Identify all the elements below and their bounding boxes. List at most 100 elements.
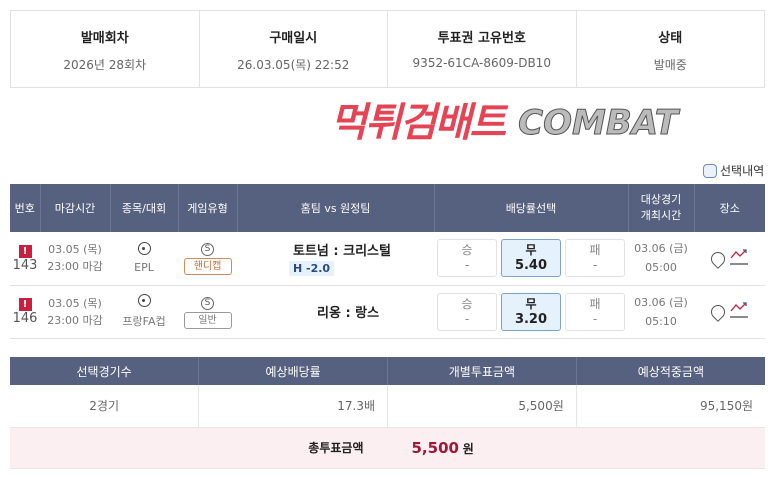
value: 26.03.05(목) 22:52: [237, 58, 350, 72]
odds-button-draw[interactable]: 무 5.40: [501, 239, 561, 278]
location-pin-icon[interactable]: [707, 248, 728, 269]
odds-value: 5.40: [514, 258, 548, 274]
league-name: EPL: [134, 261, 154, 275]
odds-value: 3.20: [514, 311, 548, 327]
col-header: 개별투표금액: [387, 357, 577, 385]
odds-value: -: [464, 311, 470, 326]
number: 146: [12, 311, 38, 326]
total-label: 총투표금액: [10, 427, 388, 469]
team-names: 토트넘 : 크리스털: [293, 244, 391, 260]
checkbox-icon[interactable]: [703, 163, 717, 178]
odds-button-lose[interactable]: 패-: [565, 292, 625, 331]
individual-amount: 5,500원: [387, 385, 577, 428]
special-icon: S: [201, 243, 214, 257]
selected-count: 2경기: [10, 385, 200, 428]
watermark-logo: 먹튀검배트 COMBAT: [330, 96, 678, 150]
odds-label: 무: [525, 243, 537, 258]
odds-value: -: [592, 258, 598, 273]
odds-select: 승 - 무 5.40 패 -: [434, 232, 628, 286]
alert-icon: !: [18, 298, 32, 311]
odds-label: 패: [589, 243, 601, 258]
total-amount: 5,500 원: [387, 427, 765, 469]
game-row: ! 146 03.05 (목) 23:00 마감 프랑FA컵 S 일반 리옹 : 랑스…: [10, 285, 765, 339]
alert-icon: !: [18, 244, 32, 258]
selection-checkbox[interactable]: 선택내역: [703, 162, 764, 179]
info-round: 발매회차 2026년 28회차: [11, 11, 200, 87]
close: 23:00 마감: [47, 260, 103, 274]
date: 03.05 (목): [48, 243, 102, 257]
time: 05:10: [645, 314, 677, 328]
info-ticket-id: 투표권 고유번호 9352-61CA-8609-DB10: [388, 11, 577, 87]
game-type-badge: 일반: [183, 311, 232, 329]
odds-label: 승: [461, 296, 473, 311]
game-number: ! 143: [10, 232, 40, 286]
total-value: 5,500: [411, 438, 459, 457]
col-header: 번호: [10, 184, 41, 232]
odds-select: 승 - 무 3.20 패 -: [434, 285, 628, 339]
ticket-info: 발매회차 2026년 28회차 구매일시 26.03.05(목) 22:52 투표권…: [10, 10, 765, 88]
location-pin-icon[interactable]: [707, 302, 728, 322]
teams: 토트넘 : 크리스털 H -2.0: [237, 232, 434, 286]
value: 9352-61CA-8609-DB10: [412, 56, 551, 70]
label: 투표권 고유번호: [437, 31, 526, 46]
watermark-english: COMBAT: [518, 103, 679, 144]
watermark-korean: 먹튀검배트: [330, 100, 506, 146]
soccer-ball-icon: [137, 294, 151, 307]
col-header: 장소: [694, 184, 765, 232]
info-purchase-date: 구매일시 26.03.05(목) 22:52: [200, 11, 388, 87]
close: 23:00 마감: [47, 313, 103, 327]
col-header: 종목/대회: [110, 184, 179, 232]
games-table: 번호 마감시간 종목/대회 게임유형 홈팀 vs 원정팀 배당률선택 대상경기 …: [10, 184, 765, 339]
odds-label: 패: [589, 296, 601, 311]
date: 03.06 (금): [634, 242, 688, 256]
game-row: ! 143 03.05 (목) 23:00 마감 EPL S 핸디캡 토트넘 : 크리…: [10, 232, 765, 286]
stats-chart-icon[interactable]: [729, 301, 749, 319]
match-time: 03.06 (금) 05:00: [628, 232, 694, 286]
odds-button-win[interactable]: 승-: [437, 239, 497, 278]
handicap-badge: H -2.0: [289, 261, 335, 277]
game-number: ! 146: [10, 285, 40, 339]
venue: [694, 285, 765, 339]
value: 발매중: [653, 58, 687, 72]
col-header: 게임유형: [178, 184, 238, 232]
game-type: S 핸디캡: [178, 232, 237, 286]
value: 2026년 28회차: [63, 58, 147, 72]
number: 143: [12, 257, 38, 273]
col-header: 마감시간: [40, 184, 111, 232]
special-icon: S: [201, 296, 214, 310]
odds-value: -: [592, 311, 598, 326]
league-name: 프랑FA컵: [122, 315, 166, 328]
expected-odds: 17.3배: [198, 385, 388, 428]
venue: [694, 232, 765, 286]
label: 상태: [658, 31, 683, 46]
league: 프랑FA컵: [110, 285, 178, 339]
match-time: 03.06 (금) 05:10: [628, 285, 694, 339]
summary-table: 선택경기수 예상배당률 개별투표금액 예상적중금액 2경기 17.3배 5,50…: [10, 357, 765, 469]
odds-value: -: [464, 258, 470, 273]
date: 03.05 (목): [48, 296, 102, 310]
odds-button-lose[interactable]: 패-: [565, 239, 625, 278]
total-unit: 원: [462, 441, 474, 456]
game-type-badge: 핸디캡: [183, 258, 232, 276]
odds-button-draw[interactable]: 무 3.20: [501, 292, 561, 331]
game-type: S 일반: [178, 285, 237, 339]
close-time: 03.05 (목) 23:00 마감: [40, 232, 110, 286]
teams: 리옹 : 랑스: [237, 285, 434, 339]
expected-payout: 95,150원: [576, 385, 765, 428]
odds-button-win[interactable]: 승-: [437, 292, 497, 331]
col-header: 배당률선택: [434, 184, 629, 232]
col-header: 대상경기 개최시간: [628, 184, 695, 232]
col-header: 예상적중금액: [576, 357, 765, 385]
odds-label: 무: [525, 296, 537, 311]
odds-label: 승: [461, 243, 473, 258]
league: EPL: [110, 232, 178, 286]
label: 발매회차: [80, 31, 129, 46]
time: 05:00: [645, 261, 677, 275]
stats-chart-icon[interactable]: [729, 248, 749, 266]
label: 구매일시: [269, 31, 318, 46]
soccer-ball-icon: [137, 242, 151, 256]
checkbox-label: 선택내역: [720, 164, 765, 178]
date: 03.06 (금): [634, 295, 688, 309]
close-time: 03.05 (목) 23:00 마감: [40, 285, 110, 339]
